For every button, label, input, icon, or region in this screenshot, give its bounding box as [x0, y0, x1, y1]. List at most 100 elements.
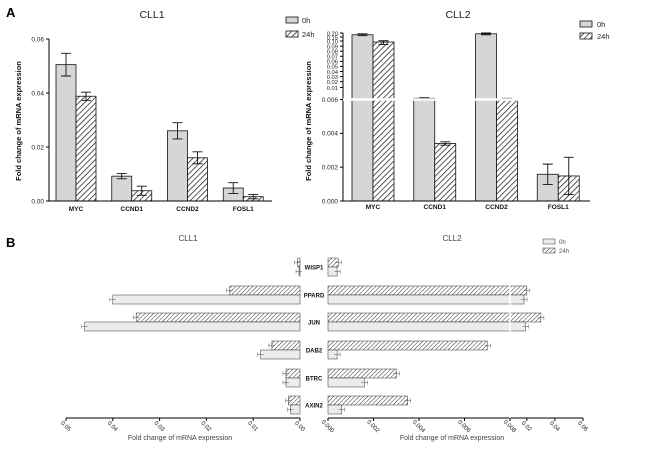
legend-label-0h: 0h	[597, 20, 605, 29]
y-tick-label: 0.20	[327, 31, 338, 37]
hbar-cll1-ppard-24h	[229, 285, 301, 296]
error-bar-fosl1-24h	[563, 156, 574, 196]
y-tick-label: 0.06	[31, 36, 44, 43]
h-whisker-cll1-dab2-0h	[257, 352, 264, 357]
y-tick-label: 0.002	[322, 164, 339, 171]
h-whisker-cll2-wisp1-0h	[334, 269, 341, 274]
h-whisker-cll2-dab2-0h	[334, 352, 341, 357]
category-label-ccnd1: CCND1	[424, 204, 447, 211]
y-tick-label: 0.06	[327, 60, 338, 66]
error-bar-ccnd1-0h	[116, 173, 127, 180]
error-bar-myc-24h	[378, 40, 389, 46]
h-whisker-cll1-wisp1-24h	[294, 260, 301, 265]
x-tick-label: 0.06	[576, 420, 589, 433]
category-label-fosl1: FOSL1	[548, 204, 569, 211]
x-tick-label: 0.01	[246, 420, 259, 433]
chart-title-cll1: CLL1	[139, 9, 164, 21]
h-whisker-cll2-dab2-24h	[484, 343, 491, 348]
h-whisker-cll1-btrc-0h	[282, 380, 289, 385]
h-whisker-cll1-dab2-24h	[268, 343, 275, 348]
y-tick-label: 0.02	[31, 144, 44, 151]
y-tick-label: 0.08	[327, 50, 338, 56]
category-label-ccnd2: CCND2	[485, 204, 508, 211]
hbar-cll2-axin2-24h	[327, 395, 408, 406]
y-tick-label: 0.02	[327, 80, 338, 86]
category-label-myc: MYC	[366, 204, 381, 211]
y-tick-label: 0.004	[322, 131, 339, 138]
category-label-ppard: PPARD	[304, 294, 325, 300]
bar-myc-0h	[55, 64, 77, 202]
h-whisker-cll2-btrc-24h	[393, 371, 400, 376]
h-whisker-cll2-jun-24h	[537, 315, 545, 320]
h-whisker-cll2-wisp1-24h	[335, 260, 342, 265]
hbar-cll1-dab2-0h	[260, 349, 301, 360]
y-tick-label: 0.01	[327, 86, 338, 92]
y-tick-label: 0.00	[31, 198, 44, 205]
x-tick-label: 0.002	[365, 419, 380, 434]
x-tick-label: 0.04	[548, 420, 561, 433]
y-tick-label: 0.03	[327, 75, 338, 81]
error-bar-ccnd1-24h	[440, 141, 451, 146]
x-tick-label: 0.02	[520, 420, 533, 433]
h-whisker-cll1-axin2-0h	[287, 407, 294, 412]
bar-myc-24h	[372, 41, 395, 202]
category-label-jun: JUN	[308, 321, 320, 327]
y-tick-label: 0.15	[327, 35, 338, 41]
hbar-cll1-dab2-24h	[271, 340, 301, 351]
x-tick-label: 0.02	[199, 420, 212, 433]
category-label-myc: MYC	[69, 206, 84, 213]
category-label-btrc: BTRC	[306, 377, 323, 383]
y-tick-label: 0.10	[327, 39, 338, 45]
hbar-cll2-dab2-24h	[327, 340, 488, 351]
x-tick-label: 0.00	[293, 420, 306, 433]
category-label-ccnd2: CCND2	[176, 206, 199, 213]
y-axis-label-cll2: Fold change of mRNA expression	[304, 61, 313, 181]
panel-label-a: A	[6, 5, 16, 20]
center-label-column	[300, 252, 328, 418]
h-whisker-cll1-jun-0h	[81, 324, 88, 329]
bar-ccnd2-0h	[475, 33, 497, 202]
bar-ccnd2-24h	[187, 157, 208, 202]
legend-a1: 0h 24h	[285, 16, 315, 39]
y-tick-label: 0.09	[327, 44, 338, 50]
legend-label-24h: 24h	[559, 249, 569, 255]
y-axis-label-cll1: Fold change of mRNA expression	[14, 61, 23, 181]
chart-title-b-cll1: CLL1	[178, 234, 198, 243]
hbar-cll1-jun-0h	[84, 321, 301, 332]
error-bar-fosl1-24h	[248, 194, 259, 200]
bar-ccnd1-0h	[413, 97, 436, 202]
h-whisker-cll2-ppard-24h	[523, 288, 531, 293]
x-tick-label: 0.000	[320, 419, 335, 434]
x-tick-label: 0.03	[153, 420, 166, 433]
y-tick-label: 0.006	[322, 97, 339, 104]
h-whisker-cll1-btrc-24h	[282, 371, 289, 376]
bar-ccnd2-24h	[496, 98, 518, 202]
h-whisker-cll2-jun-0h	[522, 324, 529, 329]
bar-ccnd1-0h	[111, 175, 133, 202]
chart-title-b-cll2: CLL2	[442, 234, 462, 243]
legend-label-24h: 24h	[302, 30, 315, 39]
legend-swatch-0h	[542, 238, 556, 245]
bar-ccnd1-24h	[434, 143, 457, 202]
error-bar-ccnd2-0h	[172, 122, 183, 140]
h-whisker-cll1-wisp1-0h	[295, 269, 303, 274]
category-label-wisp1: WISP1	[305, 266, 324, 272]
hbar-cll2-ppard-0h	[327, 294, 525, 305]
legend-swatch-24h	[542, 247, 556, 254]
error-bar-ccnd2-0h	[481, 32, 491, 36]
x-tick-label: 0.05	[59, 420, 72, 433]
hbar-cll1-jun-24h	[135, 312, 301, 323]
chart-cll1-bars: CLL1 Fold change of mRNA expression 0.00…	[14, 9, 315, 213]
category-label-ccnd1: CCND1	[121, 206, 144, 213]
x-tick-label: 0.04	[106, 420, 119, 433]
y-tick-label: 0.04	[327, 70, 339, 76]
y-tick-label: 0.000	[322, 198, 339, 205]
category-label-dab2: DAB2	[306, 349, 323, 355]
hbar-cll2-jun-0h	[327, 321, 526, 332]
legend-swatch-0h	[579, 20, 593, 28]
legend-swatch-0h	[285, 16, 299, 24]
bar-ccnd2-0h	[167, 130, 188, 202]
h-whisker-cll1-ppard-0h	[109, 297, 116, 302]
chart-title-cll2: CLL2	[445, 9, 470, 21]
category-label-axin2: AXIN2	[305, 404, 323, 410]
